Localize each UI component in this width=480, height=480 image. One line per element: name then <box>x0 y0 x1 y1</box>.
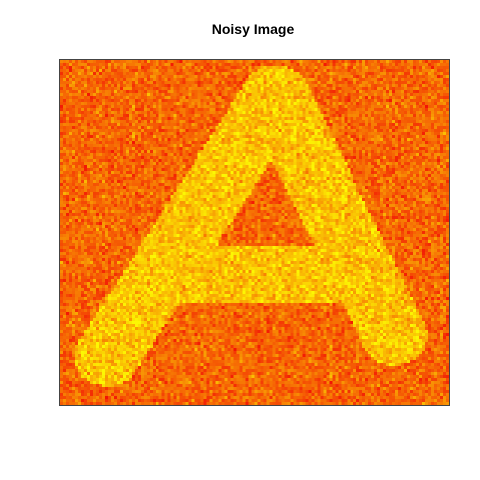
noisy-image <box>60 60 449 405</box>
figure-title: Noisy Image <box>211 21 295 37</box>
noisy-image-axes <box>59 59 450 406</box>
